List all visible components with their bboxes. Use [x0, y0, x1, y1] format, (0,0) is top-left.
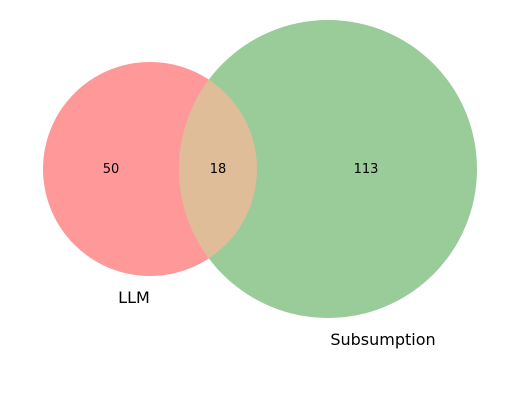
subsumption-set-label: Subsumption	[330, 330, 435, 349]
llm-only-count: 50	[103, 162, 120, 177]
intersection-count: 18	[210, 162, 227, 177]
llm-set-label: LLM	[118, 288, 150, 307]
subsumption-circle	[179, 20, 477, 318]
subsumption-only-count: 113	[354, 162, 379, 177]
